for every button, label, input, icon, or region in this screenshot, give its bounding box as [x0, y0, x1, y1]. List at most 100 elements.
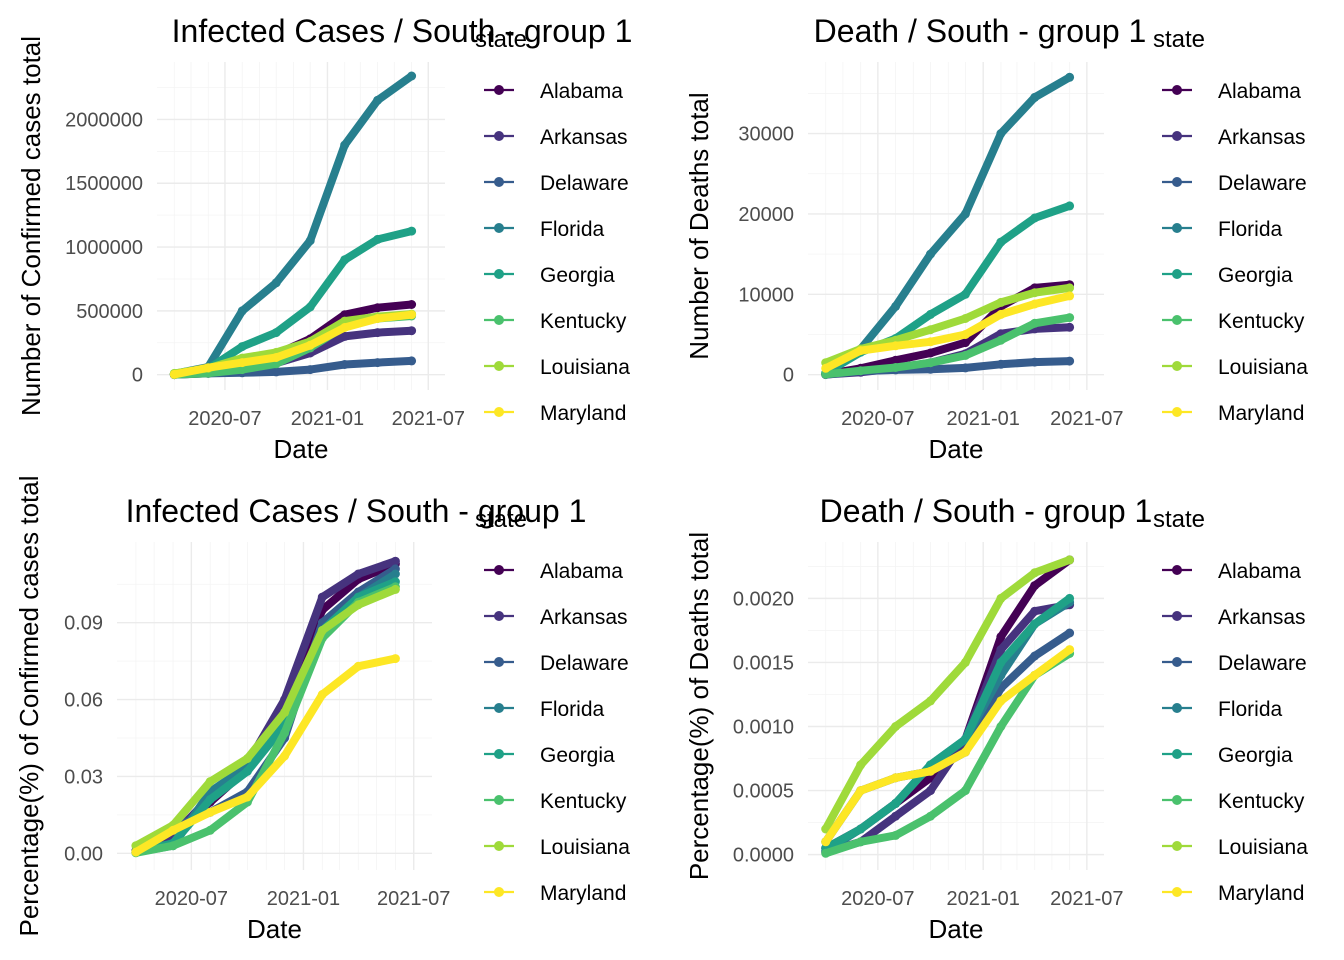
data-point-georgia	[891, 798, 901, 808]
data-point-maryland	[926, 766, 935, 776]
series-line-kentucky	[131, 582, 400, 857]
legend-item-alabama: Alabama	[1162, 560, 1301, 583]
legend-key-point	[494, 315, 504, 325]
y-tick-label: 0.0015	[733, 652, 794, 674]
data-point-delaware	[996, 359, 1006, 369]
data-point-georgia	[271, 328, 281, 338]
chart-title: Death / South - group 1	[814, 13, 1147, 49]
x-tick-label: 2021-01	[946, 408, 1019, 430]
series-line-louisiana	[131, 585, 400, 850]
data-point-louisiana	[390, 584, 400, 594]
y-axis-title: Percentage(%) of Deaths total	[684, 532, 714, 880]
series-line-maryland	[821, 645, 1074, 846]
x-tick-label: 2021-07	[392, 408, 465, 430]
legend-label: Alabama	[1218, 80, 1301, 103]
legend-title: state	[475, 26, 527, 53]
data-point-florida	[340, 140, 350, 150]
x-tick-label: 2021-07	[377, 888, 450, 910]
data-point-arkansas	[996, 645, 1006, 655]
grid	[808, 542, 1104, 870]
y-tick-label: 500000	[76, 301, 143, 323]
legend-item-georgia: Georgia	[1162, 264, 1293, 287]
legend-label: Florida	[1218, 698, 1283, 721]
y-tick-label: 0	[783, 365, 794, 387]
data-point-florida	[1030, 92, 1040, 102]
legend-item-maryland: Maryland	[484, 402, 626, 425]
data-point-louisiana	[960, 314, 970, 323]
series-kentucky	[131, 582, 400, 858]
x-tick-label: 2021-07	[1050, 408, 1123, 430]
legend-label: Georgia	[1218, 744, 1293, 767]
x-axis-title: Date	[274, 434, 329, 464]
series-maryland	[821, 645, 1075, 847]
series-line-maryland	[131, 654, 400, 857]
legend-item-arkansas: Arkansas	[484, 126, 628, 149]
chart-panel-4: 0.0000 0.0005 0.0010 0.0015 0.0020 2020-07 202…	[684, 493, 1308, 944]
data-point-louisiana	[280, 707, 290, 717]
legend-label: Florida	[540, 698, 605, 721]
legend-item-maryland: Maryland	[1162, 402, 1304, 425]
data-point-delaware	[373, 358, 383, 368]
data-point-florida	[960, 209, 970, 219]
data-point-maryland	[960, 330, 970, 339]
chart-title: Infected Cases / South - group 1	[126, 493, 587, 529]
legend-label: Georgia	[540, 264, 615, 287]
legend-key-point	[1172, 795, 1182, 805]
data-point-maryland	[169, 369, 179, 379]
data-point-delaware	[407, 356, 417, 366]
legend-item-delaware: Delaware	[1162, 652, 1307, 675]
data-point-delaware	[305, 365, 315, 375]
data-point-arkansas	[407, 326, 417, 336]
data-point-louisiana	[996, 593, 1006, 603]
data-point-maryland	[353, 661, 363, 671]
legend-item-alabama: Alabama	[484, 560, 623, 583]
legend-label: Kentucky	[540, 790, 627, 813]
data-point-louisiana	[1065, 283, 1075, 293]
data-point-kentucky	[996, 335, 1006, 345]
data-point-maryland	[821, 363, 831, 373]
series-line-delaware	[821, 629, 1074, 846]
data-point-maryland	[271, 353, 281, 362]
legend: state Alabama Arkansas Delaware Florida Georg…	[475, 26, 630, 425]
legend-key-point	[1172, 887, 1182, 897]
legend-item-florida: Florida	[1162, 698, 1283, 721]
data-point-maryland	[340, 323, 350, 332]
legend-item-arkansas: Arkansas	[1162, 606, 1306, 629]
x-tick-label: 2020-07	[841, 888, 914, 910]
data-point-florida	[1065, 72, 1075, 82]
data-point-louisiana	[1065, 555, 1075, 565]
legend-item-florida: Florida	[484, 218, 605, 241]
data-point-maryland	[821, 837, 831, 847]
data-point-kentucky	[237, 365, 247, 375]
data-point-maryland	[856, 346, 866, 356]
legend-label: Arkansas	[540, 126, 628, 149]
legend-item-maryland: Maryland	[1162, 882, 1304, 905]
series-maryland	[169, 310, 417, 379]
legend-key-point	[494, 657, 504, 667]
series-georgia	[821, 593, 1075, 853]
data-point-delaware	[271, 367, 281, 377]
legend-item-georgia: Georgia	[484, 744, 615, 767]
series-line-arkansas	[821, 600, 1074, 857]
data-point-georgia	[960, 734, 970, 744]
legend-title: state	[1153, 26, 1205, 53]
legend-key-point	[494, 85, 504, 95]
data-point-maryland	[996, 309, 1006, 319]
data-point-louisiana	[891, 722, 901, 731]
legend-key-point	[1172, 565, 1182, 575]
legend-item-georgia: Georgia	[1162, 744, 1293, 767]
data-point-maryland	[242, 792, 252, 802]
legend-label: Maryland	[1218, 402, 1304, 425]
legend-label: Alabama	[540, 560, 623, 583]
chart-panel-1: 0 500000 1000000 1500000 2000000 2020-07 2021-…	[16, 13, 632, 464]
legend-item-kentucky: Kentucky	[484, 310, 627, 333]
x-tick-label: 2020-07	[188, 408, 261, 430]
legend-item-louisiana: Louisiana	[1162, 356, 1308, 379]
data-point-alabama	[891, 355, 901, 365]
legend-item-delaware: Delaware	[484, 172, 629, 195]
legend-key-point	[494, 703, 504, 713]
legend-title: state	[1153, 506, 1205, 533]
data-point-kentucky	[996, 722, 1006, 731]
x-axis-title: Date	[929, 434, 984, 464]
data-point-louisiana	[1030, 568, 1040, 578]
